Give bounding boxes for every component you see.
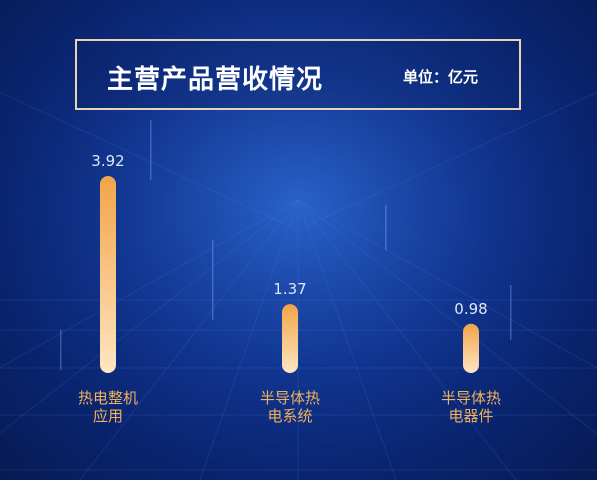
value-label-2: 1.37 — [273, 280, 306, 298]
category-label-line: 电器件 — [448, 407, 494, 425]
category-label-1: 热电整机 应用 — [53, 389, 163, 425]
unit-label: 单位：亿元 — [403, 68, 479, 86]
category-label-line: 电系统 — [267, 407, 313, 425]
category-label-3: 半导体热 电器件 — [416, 389, 526, 425]
value-label-3: 0.98 — [454, 300, 487, 318]
chart-title: 主营产品营收情况 — [107, 65, 324, 95]
category-label-line: 半导体热 — [440, 389, 501, 407]
category-label-2: 半导体热 电系统 — [235, 389, 345, 425]
title-frame: 主营产品营收情况 单位：亿元 — [75, 39, 521, 110]
bar-3 — [463, 323, 479, 373]
category-label-line: 应用 — [92, 407, 123, 425]
bar-2 — [282, 304, 298, 373]
category-label-line: 半导体热 — [259, 389, 320, 407]
category-label-line: 热电整机 — [77, 389, 138, 407]
value-label-1: 3.92 — [91, 152, 124, 170]
bar-1 — [100, 176, 116, 373]
